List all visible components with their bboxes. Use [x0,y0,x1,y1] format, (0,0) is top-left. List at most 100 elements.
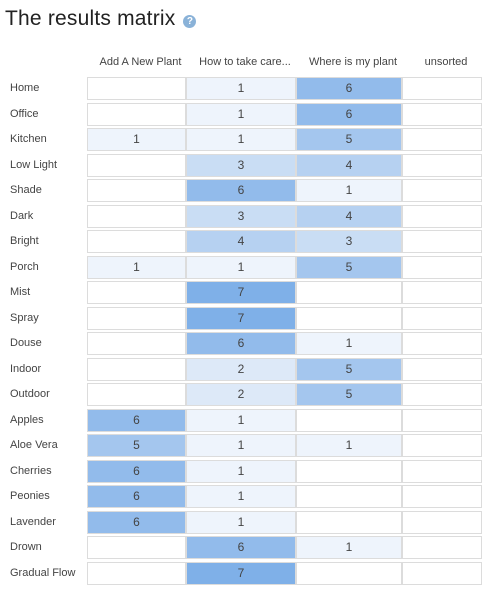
matrix-cell: 4 [296,204,402,228]
matrix-cell: 1 [296,434,402,457]
matrix-cell: 4 [186,230,296,253]
row-label: Aloe Vera [10,439,58,451]
help-icon[interactable]: ? [183,15,197,28]
matrix-cell [87,332,186,355]
matrix-cell [402,383,482,406]
matrix-cell [87,153,186,177]
matrix-cell [296,561,402,585]
row-label: Drown [10,541,42,553]
matrix-cell [402,561,482,585]
matrix-cell [87,536,186,559]
matrix-cell: 3 [186,204,296,228]
matrix-cell [296,281,402,304]
matrix-cell [87,306,186,330]
matrix-cell: 1 [296,332,402,355]
page-title: The results matrix [5,7,176,30]
matrix-cell: 1 [296,536,402,559]
row-label: Shade [10,184,42,196]
matrix-cell [402,77,482,100]
matrix-cell: 3 [186,153,296,177]
matrix-cell: 7 [186,561,296,585]
matrix-cell [296,510,402,534]
row-label: Kitchen [10,133,47,145]
matrix-cell [402,536,482,559]
matrix-cell [402,179,482,202]
matrix-cell: 1 [186,510,296,534]
column-header: unsorted [424,56,468,68]
matrix-cell [402,408,482,432]
matrix-cell [402,204,482,228]
column-header: How to take care... [199,56,291,68]
column-header: Where is my plant [308,56,398,68]
row-label: Apples [10,413,44,426]
matrix-cell [87,357,186,381]
matrix-cell [87,230,186,253]
row-label: Bright [10,235,39,247]
matrix-cell: 6 [186,332,296,355]
matrix-cell [87,77,186,100]
matrix-cell: 1 [296,179,402,202]
matrix-cell: 6 [186,179,296,202]
matrix-cell: 1 [186,408,296,432]
matrix-cell: 6 [296,77,402,100]
row-label: Mist [10,286,31,298]
matrix-cell [402,230,482,253]
row-label: Low Light [10,158,58,171]
row-label: Home [10,82,40,94]
row-label: Gradual Flow [10,566,76,579]
matrix-cell [402,281,482,304]
matrix-cell [87,179,186,202]
matrix-cell [402,332,482,355]
matrix-cell [296,485,402,508]
matrix-cell: 1 [87,255,186,279]
row-label: Outdoor [10,388,50,400]
matrix-cell: 1 [186,485,296,508]
matrix-cell: 1 [186,128,296,151]
matrix-cell [296,306,402,330]
matrix-cell [402,485,482,508]
matrix-cell: 5 [296,128,402,151]
header: The results matrix ? [5,2,197,36]
matrix-cell [87,204,186,228]
matrix-cell: 6 [87,510,186,534]
row-label: Indoor [10,362,42,375]
matrix-cell: 1 [186,434,296,457]
matrix-cell: 5 [87,434,186,457]
matrix-cell: 1 [186,459,296,483]
matrix-cell: 1 [186,102,296,126]
matrix-cell [87,561,186,585]
matrix-cell [87,383,186,406]
matrix-cell: 4 [296,153,402,177]
column-header: Add A New Plant [99,56,182,68]
matrix-cell: 5 [296,357,402,381]
row-label: Porch [10,260,39,273]
matrix-cell [402,459,482,483]
matrix-cell: 1 [186,77,296,100]
matrix-cell [402,306,482,330]
matrix-cell: 2 [186,357,296,381]
matrix-cell: 6 [87,485,186,508]
row-label: Spray [10,311,39,324]
matrix-cell [402,128,482,151]
matrix-cell [402,255,482,279]
matrix-cell: 5 [296,383,402,406]
row-label: Lavender [10,515,56,528]
matrix-cell: 7 [186,281,296,304]
matrix-cell [402,102,482,126]
matrix-cell [87,281,186,304]
matrix-cell: 6 [87,459,186,483]
row-label: Office [10,107,39,120]
row-label: Douse [10,337,42,349]
matrix-cell [402,510,482,534]
row-label: Cherries [10,464,52,477]
matrix-cell [402,357,482,381]
matrix-cell [402,153,482,177]
row-label: Peonies [10,490,50,502]
row-label: Dark [10,209,34,222]
matrix-cell [296,408,402,432]
matrix-cell: 7 [186,306,296,330]
matrix-cell: 6 [296,102,402,126]
matrix-cell: 1 [87,128,186,151]
matrix-cell [87,102,186,126]
matrix-cell: 3 [296,230,402,253]
